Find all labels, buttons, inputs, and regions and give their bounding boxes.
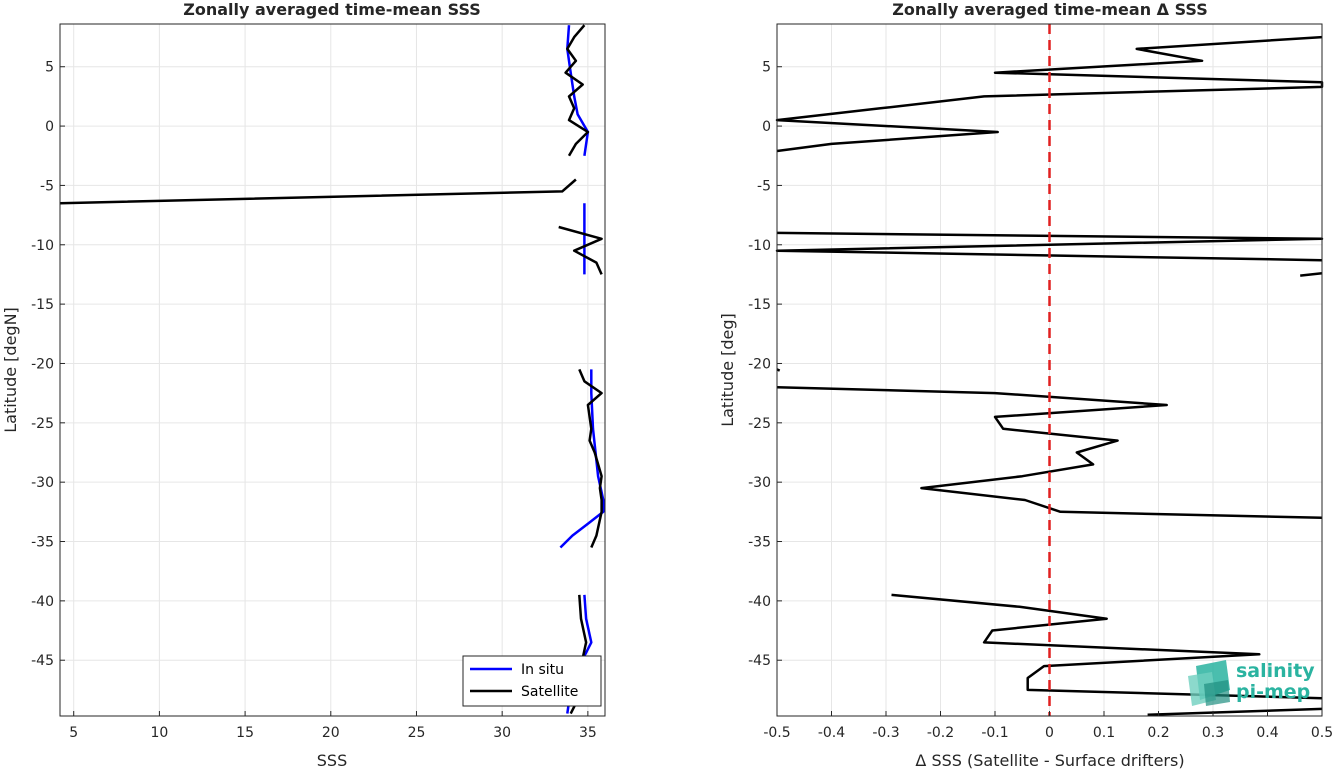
y-tick-label: -5 (40, 178, 54, 194)
sss-axes-frame (59, 23, 606, 717)
salinity-pi-mep-logo: salinity pi-mep (1188, 660, 1315, 706)
x-tick-label: 20 (322, 725, 340, 741)
x-tick-label: 10 (150, 725, 168, 741)
series-line-satellite (558, 225, 603, 275)
y-tick-label: 5 (762, 60, 771, 76)
series-line-delta-sss (776, 385, 1323, 520)
y-tick-label: -45 (748, 653, 771, 669)
sss-title: Zonally averaged time-mean SSS (183, 0, 481, 19)
y-tick-label: -25 (31, 416, 54, 432)
x-tick-label: 30 (493, 725, 511, 741)
y-tick-label: -40 (31, 594, 54, 610)
y-tick-label: -20 (748, 356, 771, 372)
sss-ticks: 5 10 15 20 25 30 35 5 0 -5 -10 -15 -20 -25 -30 -35 -40 -4… (31, 60, 597, 741)
sss-series (59, 24, 605, 715)
series-line-delta-sss (775, 35, 1324, 153)
y-tick-label: -20 (31, 356, 54, 372)
sss-gridlines (60, 24, 605, 716)
legend-label-satellite: Satellite (521, 684, 578, 700)
delta-sss-title: Zonally averaged time-mean Δ SSS (892, 0, 1208, 19)
y-tick-label: -35 (748, 535, 771, 551)
y-tick-label: 0 (762, 119, 771, 135)
sss-xlabel: SSS (317, 751, 347, 769)
y-tick-label: -40 (748, 594, 771, 610)
y-tick-label: -15 (748, 297, 771, 313)
x-tick-label: 0.1 (1093, 725, 1115, 741)
x-tick-label: 0.2 (1147, 725, 1169, 741)
x-tick-label: -0.1 (981, 725, 1008, 741)
x-tick-label: 0.3 (1202, 725, 1224, 741)
delta-sss-xlabel: Δ SSS (Satellite - Surface drifters) (915, 751, 1184, 769)
x-tick-label: 25 (408, 725, 426, 741)
legend-box (462, 655, 602, 707)
y-tick-label: -15 (31, 297, 54, 313)
y-tick-label: -30 (748, 475, 771, 491)
series-line-delta-sss (1300, 272, 1323, 277)
x-tick-label: 0.4 (1256, 725, 1278, 741)
series-line-in-situ (559, 369, 605, 549)
sss-legend: In situ Satellite (462, 655, 602, 707)
y-tick-label: -35 (31, 535, 54, 551)
x-tick-label: 0.5 (1311, 725, 1333, 741)
x-tick-label: -0.5 (763, 725, 790, 741)
y-tick-label: -10 (748, 238, 771, 254)
sss-ylabel: Latitude [degN] (1, 307, 20, 433)
x-tick-label: 0 (1045, 725, 1054, 741)
delta-sss-panel: -0.5 -0.4 -0.3 -0.2 -0.1 0 0.1 0.2 0.3 0.4 0.5 5 0 -5… (718, 0, 1333, 769)
delta-sss-ticks: -0.5 -0.4 -0.3 -0.2 -0.1 0 0.1 0.2 0.3 0.4 0.5 5 0 -5… (748, 60, 1333, 741)
y-tick-label: 0 (45, 119, 54, 135)
series-line-delta-sss (1147, 707, 1323, 717)
delta-sss-ylabel: Latitude [deg] (718, 313, 737, 427)
x-tick-label: 5 (69, 725, 78, 741)
x-tick-label: -0.4 (818, 725, 845, 741)
y-tick-label: -25 (748, 416, 771, 432)
logo-text-line2: pi-mep (1236, 681, 1310, 703)
series-line-satellite (59, 178, 577, 205)
y-tick-label: -30 (31, 475, 54, 491)
series-line-satellite (578, 368, 603, 548)
series-line-satellite (564, 24, 590, 157)
x-tick-label: -0.3 (872, 725, 899, 741)
legend-label-in-situ: In situ (521, 662, 564, 678)
x-tick-label: -0.2 (927, 725, 954, 741)
y-tick-label: 5 (45, 60, 54, 76)
y-tick-label: -5 (757, 178, 771, 194)
x-tick-label: 35 (579, 725, 597, 741)
y-tick-label: -45 (31, 653, 54, 669)
series-line-delta-sss (891, 593, 1323, 700)
y-tick-label: -10 (31, 238, 54, 254)
x-tick-label: 15 (236, 725, 254, 741)
logo-shape-3 (1204, 680, 1230, 706)
logo-text-line1: salinity (1236, 660, 1315, 682)
sss-panel: 5 10 15 20 25 30 35 5 0 -5 -10 -15 -20 -25 -30 -35 -40 -4… (1, 0, 606, 769)
